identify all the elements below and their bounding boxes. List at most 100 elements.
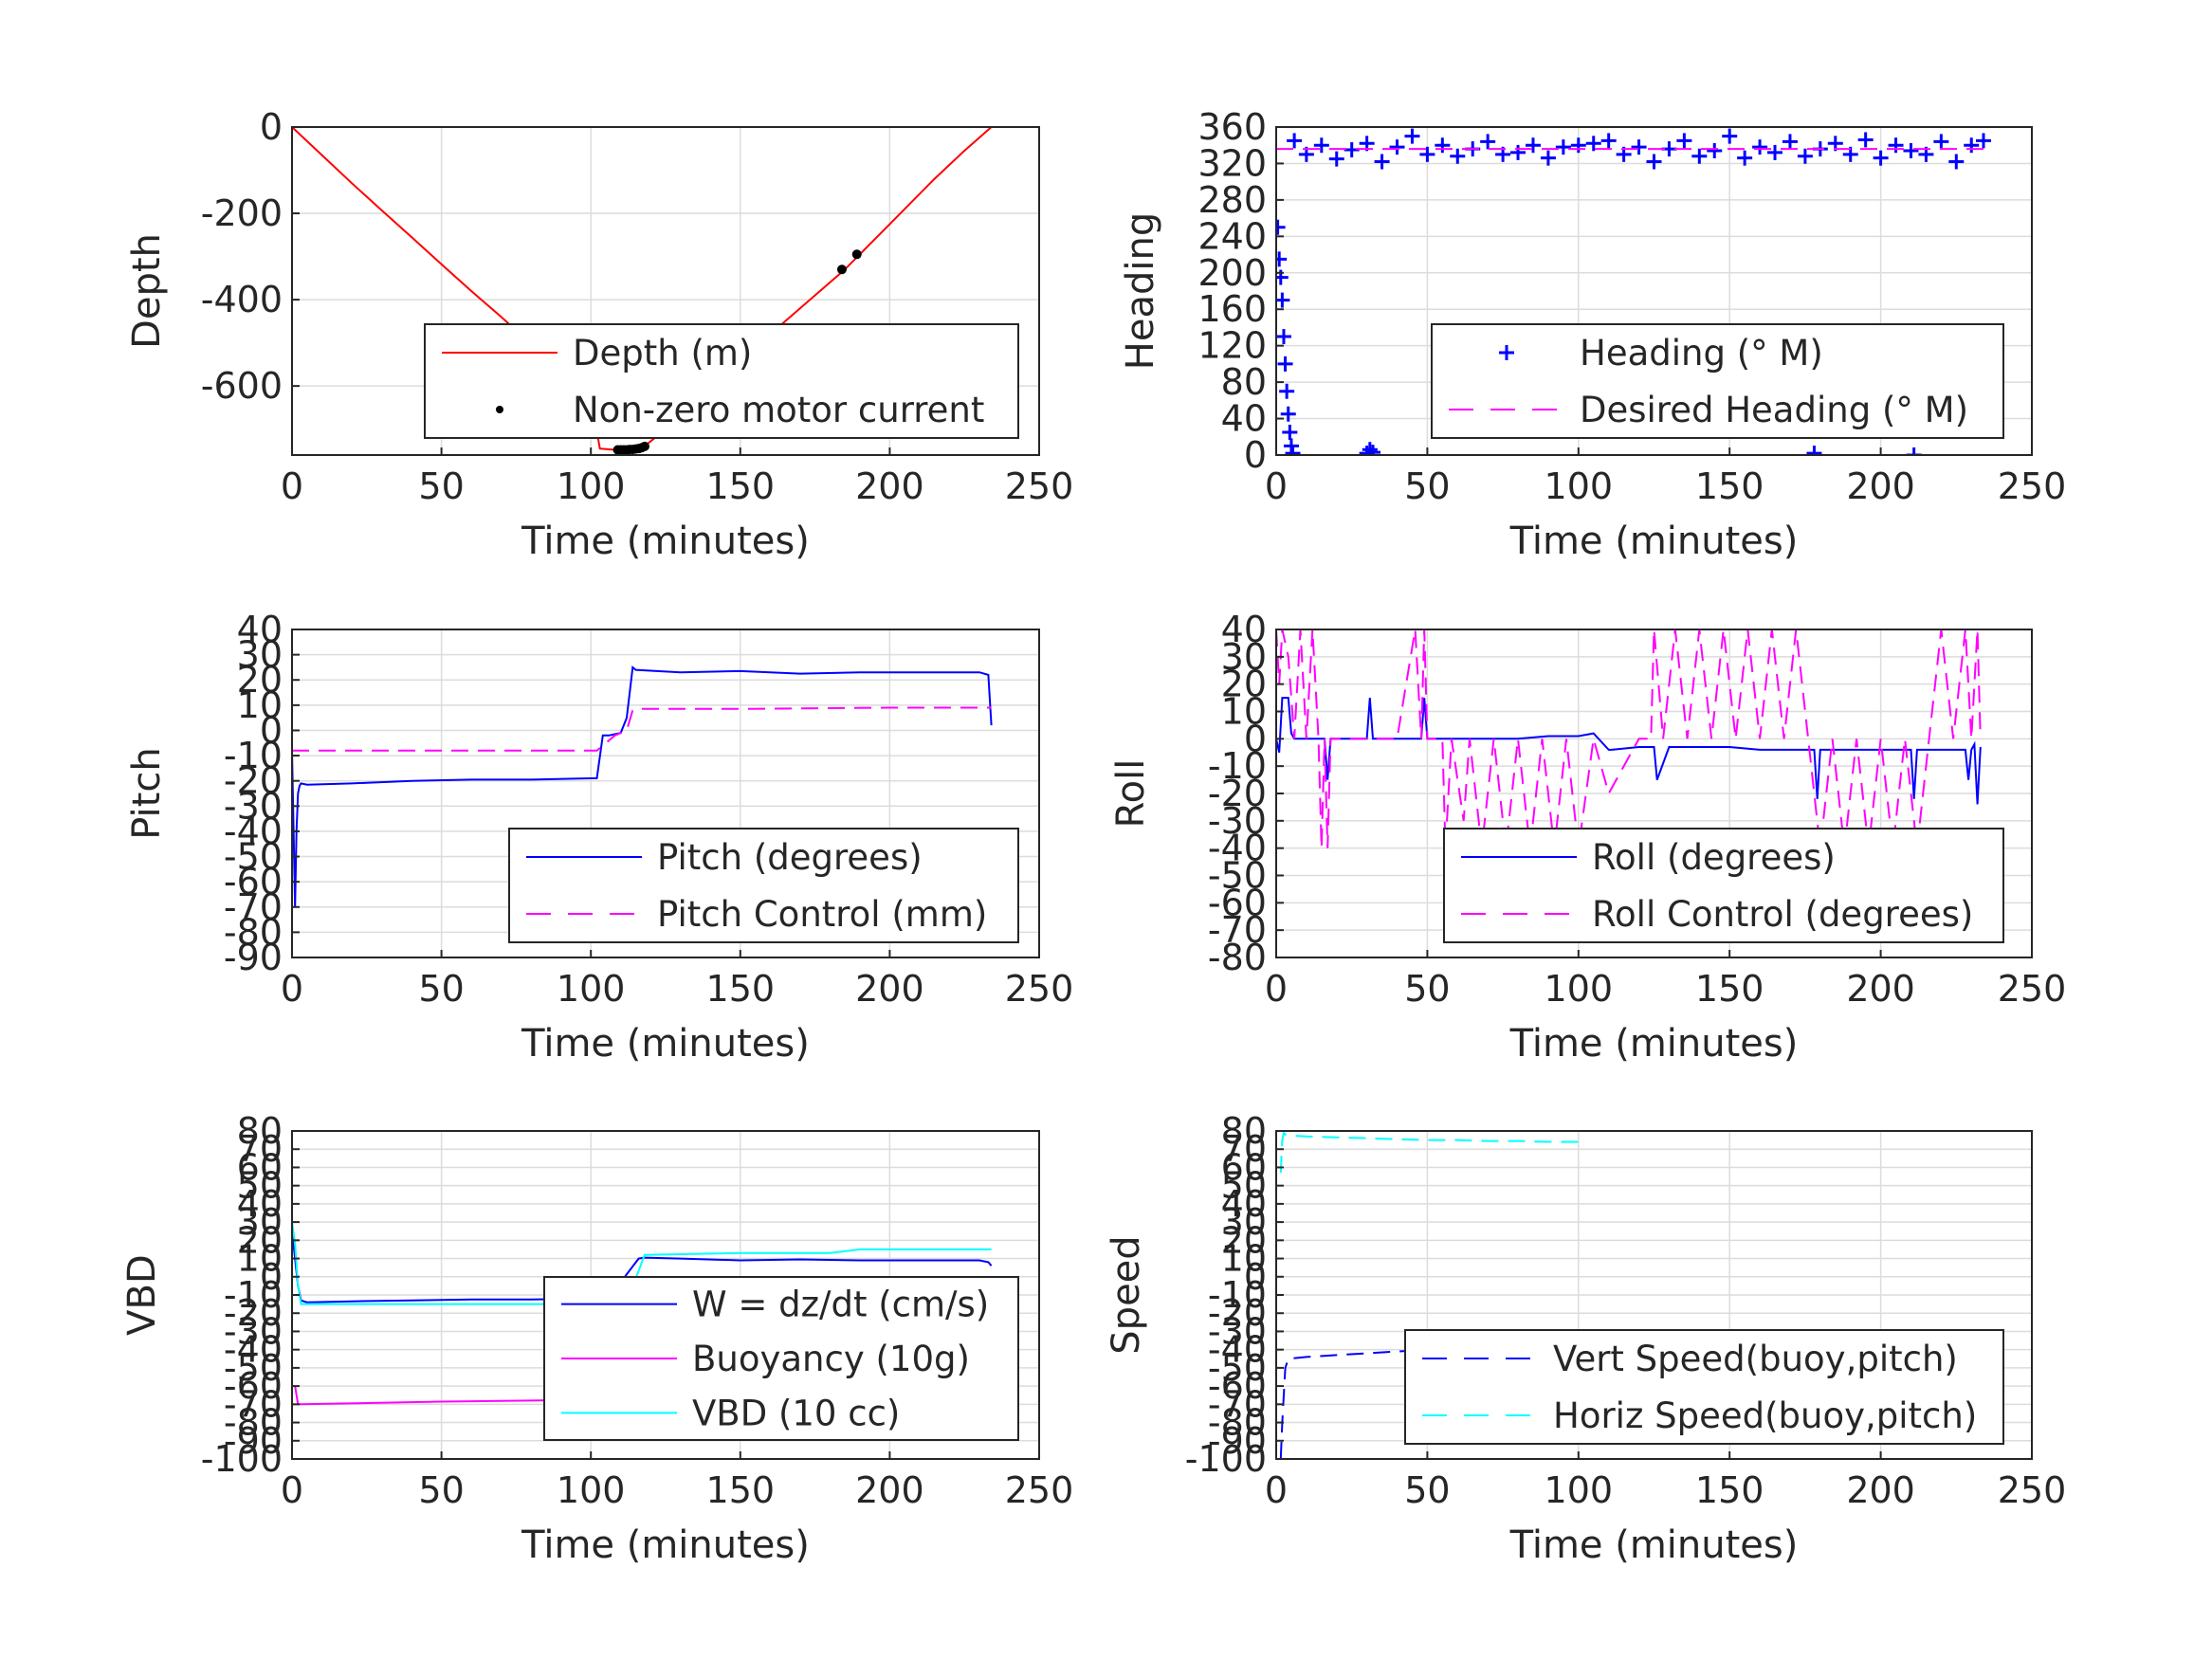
- heading-series-0-point: [1948, 154, 1965, 170]
- heading-x-tick-label: 150: [1695, 465, 1764, 507]
- vbd-x-tick-label: 250: [1005, 1469, 1074, 1511]
- vbd-y-tick-label: 80: [237, 1110, 283, 1152]
- pitch-x-tick-label: 200: [855, 968, 924, 1010]
- heading-series-0-point: [1540, 150, 1556, 166]
- depth-chart: 0 50 100 150 200 250 0 -200 -400 -600 Time (minute…: [125, 106, 1073, 563]
- pitch-y-tick-label: -40: [224, 811, 283, 852]
- pitch-y-tick-label: -80: [224, 911, 283, 953]
- vbd-x-tick-label: 50: [418, 1469, 464, 1511]
- pitch-y-tick-label: -20: [224, 760, 283, 802]
- speed-x-tick-label: 50: [1404, 1469, 1450, 1511]
- speed-y-tick-label: 30: [1221, 1201, 1267, 1243]
- heading-series-0-point: [1276, 292, 1290, 308]
- heading-series-0-point: [1450, 148, 1466, 164]
- roll-series-0-line: [1276, 697, 1982, 805]
- heading-series-0-point: [1933, 134, 1949, 150]
- heading-series-0-point: [1277, 356, 1293, 372]
- speed-x-axis-label: Time (minutes): [1509, 1523, 1799, 1567]
- vbd-x-tick-label: 100: [557, 1469, 626, 1511]
- vbd-y-axis-label: VBD: [120, 1254, 164, 1336]
- heading-series-0-point: [1282, 424, 1298, 440]
- depth-legend-swatch: [496, 406, 503, 413]
- heading-series-0-point: [1280, 406, 1296, 422]
- depth-y-tick-label: -400: [201, 279, 283, 320]
- heading-chart: 0 50 100 150 200 2500408012016020024028032036…: [1119, 106, 2066, 563]
- vbd-y-tick-label: -70: [224, 1383, 283, 1425]
- vbd-legend-label: W = dz/dt (cm/s): [692, 1285, 989, 1325]
- roll-y-tick-label: -80: [1208, 937, 1267, 978]
- heading-series-0-point: [1767, 144, 1783, 160]
- heading-series-0-point: [1646, 154, 1662, 170]
- roll-y-tick-label: 30: [1221, 636, 1267, 678]
- depth-legend: Depth (m) Non-zero motor current: [424, 323, 1019, 439]
- depth-x-tick-label: 200: [855, 465, 924, 507]
- speed-y-tick-label: 60: [1221, 1146, 1267, 1188]
- heading-series-0-point: [1600, 133, 1617, 149]
- vbd-y-tick-label: -60: [224, 1365, 283, 1407]
- depth-axes-frame: [291, 126, 1040, 456]
- heading-series-0-point: [1276, 251, 1288, 267]
- pitch-x-tick-label: 100: [557, 968, 626, 1010]
- heading-y-axis-label: Heading: [1119, 212, 1162, 370]
- roll-y-tick-label: 20: [1221, 664, 1267, 705]
- vbd-chart: 0 50 100 150 200 250-100-90-80-70-60-50-40-30…: [120, 1110, 1073, 1567]
- pitch-legend-box: [508, 828, 1019, 943]
- heading-legend-label: Heading (° M): [1580, 333, 1823, 374]
- heading-series-0-point: [1419, 146, 1435, 162]
- heading-series-0-point: [1525, 137, 1541, 154]
- heading-series-0-point: [1313, 137, 1329, 154]
- roll-x-tick-label: 200: [1846, 968, 1915, 1010]
- vbd-series-1-line: [294, 1385, 600, 1406]
- heading-series-0-point: [1906, 447, 1922, 455]
- heading-x-tick-label: 200: [1846, 465, 1915, 507]
- vbd-y-tick-label: 30: [237, 1201, 283, 1243]
- heading-series-0-point: [1903, 142, 1919, 158]
- pitch-y-tick-label: 20: [237, 659, 283, 701]
- heading-series-0-point: [1404, 128, 1420, 144]
- speed-y-tick-label: 70: [1221, 1128, 1267, 1170]
- heading-series-0-point: [1873, 150, 1889, 166]
- pitch-x-tick-label: 50: [418, 968, 464, 1010]
- vbd-y-tick-label: -100: [201, 1438, 283, 1480]
- vbd-x-axis-label: Time (minutes): [521, 1523, 810, 1567]
- vbd-y-tick-label: 50: [237, 1165, 283, 1207]
- vbd-y-tick-label: 10: [237, 1238, 283, 1280]
- vbd-y-tick-label: -50: [224, 1347, 283, 1389]
- pitch-legend-label: Pitch Control (mm): [657, 894, 987, 935]
- heading-series-0-point: [1435, 137, 1451, 154]
- depth-series-group: [292, 127, 993, 455]
- speed-y-tick-label: -100: [1185, 1438, 1267, 1480]
- roll-chart: 0 50 100 150 200 250403020100-10-20-30-40-50-…: [1109, 609, 2066, 1066]
- speed-x-tick-label: 200: [1846, 1469, 1915, 1511]
- depth-legend-box: [424, 323, 1019, 439]
- vbd-legend-label: Buoyancy (10g): [692, 1339, 970, 1379]
- speed-y-tick-label: -70: [1208, 1383, 1267, 1425]
- heading-series-0-point: [1964, 137, 1980, 154]
- roll-series-group: [1276, 629, 1982, 848]
- speed-y-tick-label: 10: [1221, 1238, 1267, 1280]
- pitch-y-tick-label: -10: [224, 735, 283, 776]
- heading-series-0-point: [1276, 329, 1291, 345]
- depth-x-tick-label: 0: [281, 465, 303, 507]
- speed-legend: Vert Speed(buoy,pitch) Horiz Speed(buoy,p…: [1404, 1329, 2004, 1445]
- speed-y-tick-label: -60: [1208, 1365, 1267, 1407]
- heading-series-0-point: [1328, 151, 1344, 167]
- heading-series-0-point: [1285, 446, 1301, 455]
- pitch-y-tick-label: -70: [224, 886, 283, 928]
- speed-x-tick-label: 250: [1998, 1469, 2067, 1511]
- pitch-axes-frame: [291, 629, 1040, 958]
- roll-y-tick-label: -50: [1208, 855, 1267, 897]
- vbd-x-tick-label: 0: [281, 1469, 303, 1511]
- heading-x-axis-label: Time (minutes): [1509, 520, 1799, 563]
- speed-y-tick-label: -20: [1208, 1292, 1267, 1334]
- heading-axes-frame: [1275, 126, 2033, 456]
- roll-x-tick-label: 150: [1695, 968, 1764, 1010]
- roll-y-tick-label: 10: [1221, 691, 1267, 733]
- heading-x-tick-label: 100: [1545, 465, 1614, 507]
- depth-series-1-point: [639, 441, 649, 451]
- roll-legend-box: [1443, 828, 2004, 943]
- heading-series-0-point: [1691, 148, 1708, 164]
- vbd-y-tick-label: -40: [224, 1329, 283, 1371]
- heading-series-0-point: [1374, 154, 1390, 170]
